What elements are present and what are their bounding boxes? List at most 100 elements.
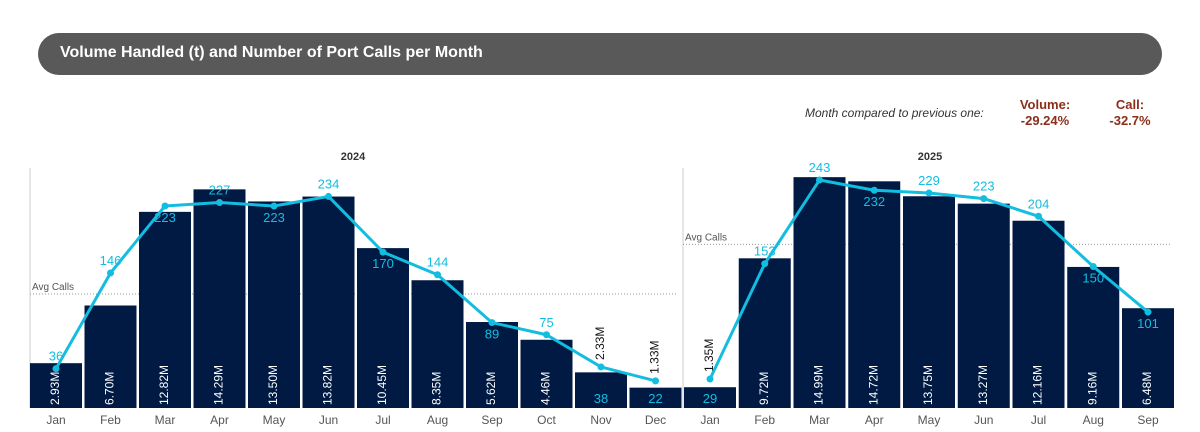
month-label: Jun xyxy=(974,413,993,427)
calls-label: 146 xyxy=(100,253,122,268)
calls-label: 144 xyxy=(427,255,449,270)
calls-label: 75 xyxy=(539,315,553,330)
call-kpi-value: -32.7% xyxy=(1109,113,1151,128)
volume-bar xyxy=(520,339,573,408)
calls-point xyxy=(52,365,60,373)
calls-point xyxy=(870,186,878,194)
volume-bar xyxy=(411,280,464,408)
month-label: Sep xyxy=(481,413,503,427)
calls-line xyxy=(54,194,656,383)
month-label: Feb xyxy=(100,413,121,427)
volume-bar xyxy=(248,201,300,408)
calls-label: 234 xyxy=(318,176,340,191)
calls-point xyxy=(925,189,933,197)
volume-bar xyxy=(848,181,901,408)
volume-bar xyxy=(1067,266,1120,408)
volume-bar xyxy=(738,258,791,408)
calls-point xyxy=(706,375,714,383)
calls-point xyxy=(980,195,988,203)
volume-label: 9.72M xyxy=(757,372,771,405)
calls-label: 227 xyxy=(209,183,231,198)
calls-point xyxy=(1035,212,1042,220)
month-label: Jun xyxy=(319,413,338,427)
volume-bar xyxy=(302,196,355,408)
volume-label: 1.33M xyxy=(648,341,662,374)
calls-label: 89 xyxy=(485,327,499,342)
volume-label: 14.72M xyxy=(866,365,880,405)
volume-label: 10.45M xyxy=(375,365,389,405)
calls-label: 223 xyxy=(154,210,176,225)
calls-point xyxy=(761,260,769,268)
volume-label: 8.35M xyxy=(430,372,444,405)
call-kpi-label: Call: xyxy=(1115,97,1145,112)
month-label: Nov xyxy=(590,413,611,427)
calls-label: 36 xyxy=(49,349,63,364)
calls-point xyxy=(107,269,114,277)
month-label: Jan xyxy=(46,413,65,427)
calls-point xyxy=(216,199,223,207)
month-label: Mar xyxy=(809,413,830,427)
volume-bar xyxy=(466,322,518,408)
volume-bar xyxy=(193,189,246,408)
comparison-label: Month compared to previous one: xyxy=(805,106,984,120)
month-label: Aug xyxy=(1083,413,1104,427)
month-label: Oct xyxy=(537,413,556,427)
calls-point xyxy=(1144,308,1152,316)
volume-bar xyxy=(684,387,736,408)
month-label: May xyxy=(263,413,286,427)
calls-point xyxy=(488,319,496,327)
calls-label: 153 xyxy=(754,244,776,259)
volume-label: 14.99M xyxy=(812,365,826,405)
volume-label: 13.75M xyxy=(921,365,935,405)
panel-title: 2024 xyxy=(341,151,366,163)
calls-label: 38 xyxy=(594,391,608,406)
volume-bar xyxy=(957,203,1010,408)
month-label: Mar xyxy=(155,413,176,427)
volume-bar xyxy=(84,305,137,408)
volume-label: 13.82M xyxy=(321,365,335,405)
calls-label: 29 xyxy=(703,391,717,406)
calls-point xyxy=(270,202,278,210)
volume-label: 12.16M xyxy=(1031,365,1045,405)
volume-kpi: Volume: -29.24% xyxy=(1012,97,1078,129)
volume-bar xyxy=(575,372,627,408)
avg-calls-label: Avg Calls xyxy=(685,232,727,243)
volume-kpi-value: -29.24% xyxy=(1020,113,1070,128)
volume-label: 6.70M xyxy=(103,372,117,405)
calls-label: 243 xyxy=(809,160,831,175)
volume-label: 12.82M xyxy=(157,365,171,405)
volume-kpi-label: Volume: xyxy=(1019,97,1071,112)
volume-label: 14.29M xyxy=(212,365,226,405)
volume-bar xyxy=(1012,220,1065,408)
calls-point xyxy=(434,271,441,279)
month-label: May xyxy=(918,413,941,427)
month-label: Jan xyxy=(700,413,719,427)
month-label: Jul xyxy=(375,413,390,427)
month-label: Apr xyxy=(210,413,229,427)
volume-bar xyxy=(629,387,682,408)
volume-label: 5.62M xyxy=(484,372,498,405)
volume-label: 2.93M xyxy=(48,372,62,405)
month-label: Sep xyxy=(1137,413,1159,427)
calls-point xyxy=(816,176,823,184)
calls-point xyxy=(1089,263,1097,270)
calls-point xyxy=(325,192,332,200)
calls-point xyxy=(652,377,659,385)
volume-label: 1.35M xyxy=(702,339,716,372)
calls-point xyxy=(597,363,605,371)
calls-label: 204 xyxy=(1028,196,1050,211)
month-label: Feb xyxy=(754,413,775,427)
month-label: Aug xyxy=(427,413,448,427)
volume-label: 4.46M xyxy=(539,372,553,405)
calls-label: 223 xyxy=(973,179,995,194)
volume-bar xyxy=(793,177,846,408)
panel-title: 2025 xyxy=(918,151,942,163)
volume-label: 6.48M xyxy=(1140,372,1154,405)
volume-label: 13.27M xyxy=(976,365,990,405)
volume-bar xyxy=(1122,308,1174,408)
call-kpi: Call: -32.7% xyxy=(1102,97,1158,129)
chart-title: Volume Handled (t) and Number of Port Ca… xyxy=(60,44,483,61)
month-label: Dec xyxy=(645,413,666,427)
title-banner: Volume Handled (t) and Number of Port Ca… xyxy=(38,33,1162,75)
